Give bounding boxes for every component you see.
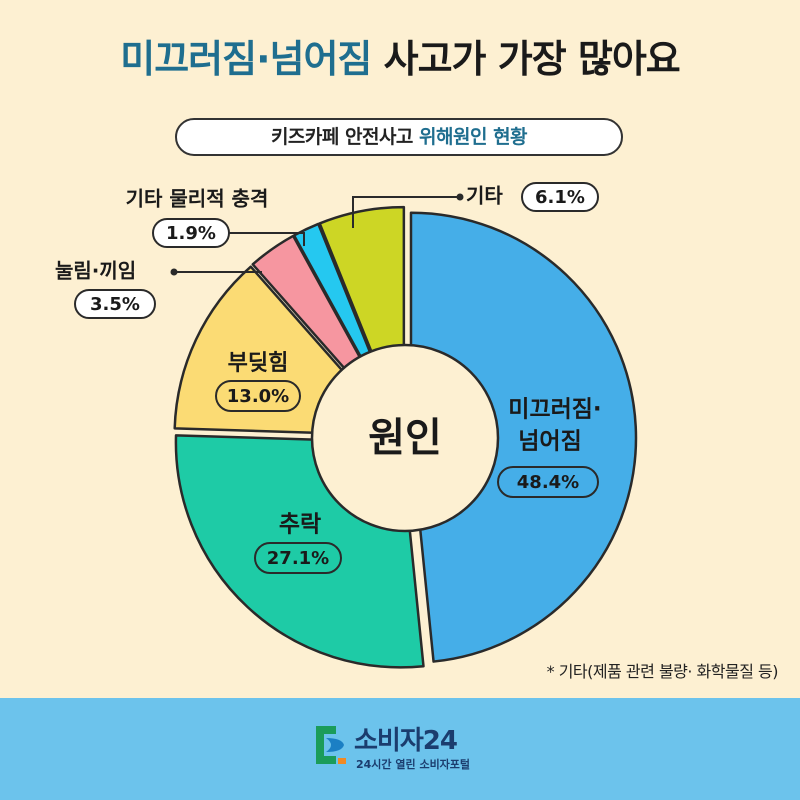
value-pill: 3.5% xyxy=(74,289,156,319)
value-pill: 27.1% xyxy=(254,542,342,574)
logo-name: 소비자24 xyxy=(354,726,458,756)
leader-dot xyxy=(170,268,178,276)
slice-label: 부딪힘 xyxy=(228,351,289,376)
value-pill: 13.0% xyxy=(215,380,301,412)
center-label: 원인 xyxy=(368,415,442,461)
subtitle-normal: 키즈카페 안전사고 xyxy=(270,126,413,148)
value-label: 1.9% xyxy=(166,223,216,244)
title-highlight: 미끄러짐·넘어짐 xyxy=(120,37,372,81)
donut-center xyxy=(310,343,500,533)
value-label: 48.4% xyxy=(517,472,579,493)
subtitle-pill: 키즈카페 안전사고 위해원인 현황 xyxy=(175,118,623,156)
subtitle-highlight: 위해원인 현황 xyxy=(419,126,528,148)
slice-label: 넘어짐 xyxy=(518,429,581,455)
value-label: 13.0% xyxy=(227,386,289,407)
pie-slice xyxy=(409,211,638,663)
leader-line xyxy=(229,232,305,246)
logo-tagline: 24시간 열린 소비자포털 xyxy=(356,758,471,771)
slice-label: 미끄러짐· xyxy=(508,397,601,423)
consumer24-logo[interactable]: 소비자24 24시간 열린 소비자포털 xyxy=(312,720,502,780)
donut-chart: 원인 미끄러짐· 넘어짐 48.4% 추락 27.1% 부딪힘 13.0% 눌림·끼임 3.5% 기… xyxy=(55,182,638,669)
value-pill: 48.4% xyxy=(497,466,599,498)
slice-label: 기타 물리적 충격 xyxy=(126,187,269,211)
slice-label: 기타 xyxy=(466,184,503,208)
value-label: 27.1% xyxy=(267,548,329,569)
value-label: 6.1% xyxy=(535,187,585,208)
leader-line xyxy=(352,196,460,228)
slice-label: 눌림·끼임 xyxy=(55,259,136,283)
value-pill: 6.1% xyxy=(521,182,599,212)
footer-bar xyxy=(0,698,800,800)
title-rest: 사고가 가장 많아요 xyxy=(383,37,681,81)
leader-dot xyxy=(456,193,464,201)
value-pill: 1.9% xyxy=(152,218,230,248)
slice-label: 추락 xyxy=(279,512,321,538)
page-title: 미끄러짐·넘어짐 사고가 가장 많아요 xyxy=(0,28,800,83)
value-label: 3.5% xyxy=(90,294,140,315)
consumer24-logo-icon xyxy=(316,726,346,764)
footnote: * 기타(제품 관련 불량· 화학물질 등) xyxy=(546,662,779,681)
